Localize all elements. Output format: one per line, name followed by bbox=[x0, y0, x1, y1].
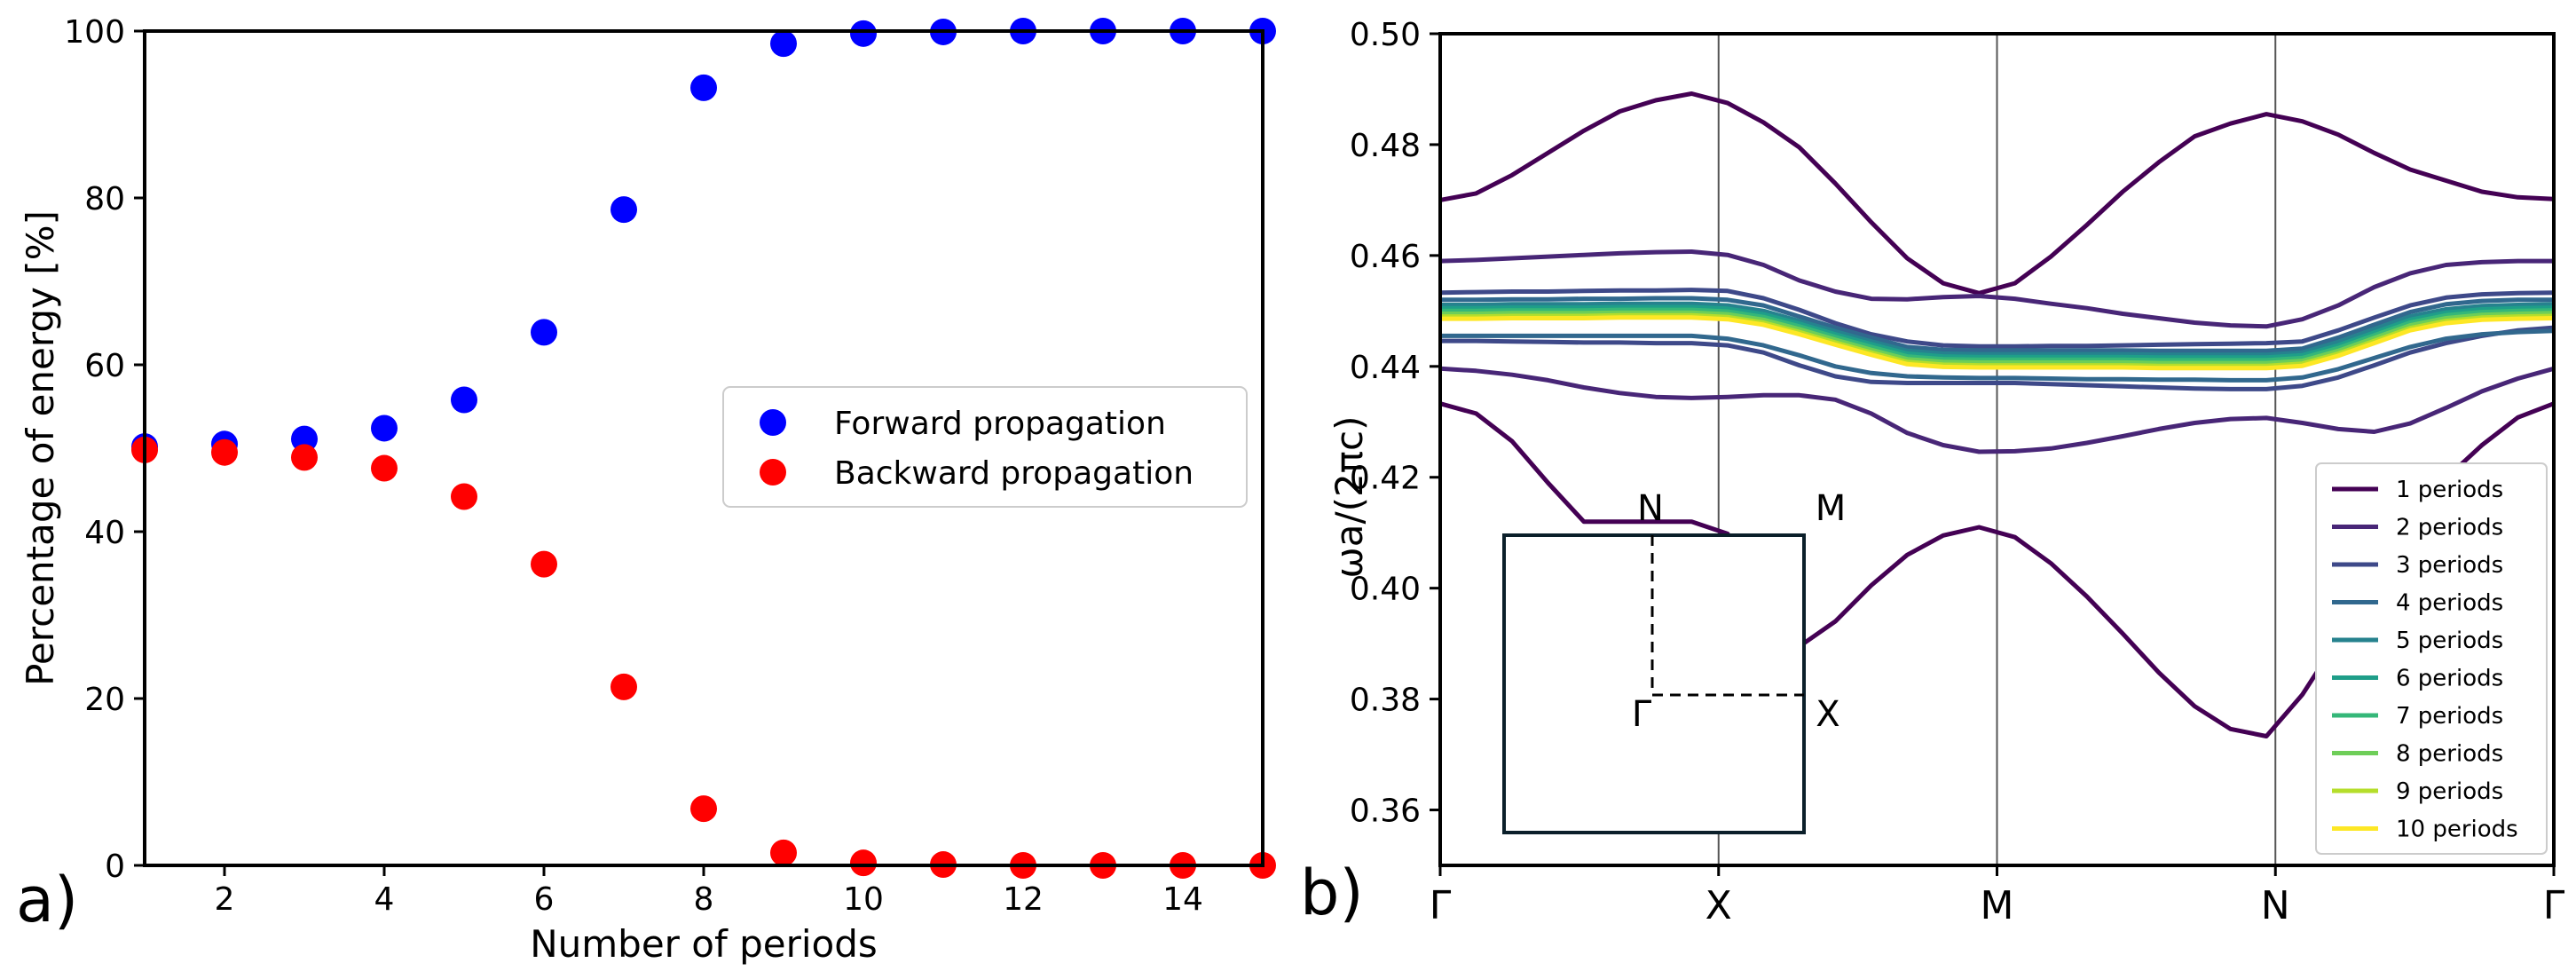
band-line bbox=[1439, 288, 2555, 349]
legend-label: 4 periods bbox=[2396, 590, 2503, 617]
x-tick-label: 2 bbox=[215, 881, 235, 918]
data-point bbox=[690, 74, 717, 101]
legend-label: 9 periods bbox=[2396, 778, 2503, 805]
panel-a-legend: Forward propagation Backward propagation bbox=[722, 386, 1248, 508]
band-line bbox=[1440, 301, 2555, 358]
y-tick-label: 80 bbox=[84, 181, 125, 217]
x-tick-label: N bbox=[2261, 883, 2290, 928]
data-point bbox=[770, 30, 797, 58]
panel-b-bands bbox=[1439, 91, 2555, 738]
y-tick-label: 0.38 bbox=[1350, 683, 1421, 719]
band-line bbox=[1439, 91, 2555, 296]
x-tick-label: Γ bbox=[1430, 883, 1452, 928]
y-tick-label: 100 bbox=[64, 14, 125, 51]
y-tick-label: 0.40 bbox=[1350, 572, 1421, 608]
data-point bbox=[850, 20, 877, 47]
data-point bbox=[850, 849, 877, 877]
band-line bbox=[1440, 310, 2555, 366]
legend-label: 6 periods bbox=[2396, 666, 2503, 692]
inset-square bbox=[1502, 533, 1806, 834]
y-tick-label: 20 bbox=[84, 682, 125, 718]
panel-a: 2 4 6 8 10 12 14 0 20 40 60 80 100 Number of periods… bbox=[16, 14, 1276, 966]
data-point bbox=[531, 319, 557, 346]
panel-b-legend-box bbox=[2315, 462, 2548, 855]
inset-label-gamma: Γ bbox=[1632, 694, 1652, 735]
data-point bbox=[291, 425, 318, 453]
y-tick-label: 0.46 bbox=[1350, 239, 1421, 275]
panel-b-label: b) bbox=[1300, 857, 1364, 929]
x-tick-label: 12 bbox=[1003, 881, 1044, 918]
legend-label: 10 periods bbox=[2396, 817, 2518, 843]
band-line bbox=[1440, 315, 2555, 371]
legend-marker bbox=[760, 409, 786, 436]
x-tick-label: 6 bbox=[534, 881, 555, 918]
data-point bbox=[211, 438, 238, 466]
x-tick-label: 14 bbox=[1162, 881, 1203, 918]
panel-b: 0.36 0.38 0.40 0.42 0.44 0.46 0.48 0.50 Γ X M N Γ ωa… bbox=[1300, 17, 2565, 929]
x-tick-label: M bbox=[1981, 883, 2014, 928]
band-line bbox=[1440, 304, 2555, 360]
legend-label: 5 periods bbox=[2396, 628, 2503, 654]
data-point bbox=[611, 196, 637, 224]
y-tick-label: 40 bbox=[84, 515, 125, 551]
data-point bbox=[611, 673, 637, 700]
band-line bbox=[1440, 328, 2555, 383]
panel-b-ticks: 0.36 0.38 0.40 0.42 0.44 0.46 0.48 0.50 Γ X M N Γ bbox=[1350, 17, 2565, 928]
data-point bbox=[451, 483, 477, 510]
panel-a-ylabel: Percentage of energy [%] bbox=[19, 210, 62, 686]
band-line bbox=[1439, 366, 2555, 454]
y-tick-label: 0 bbox=[105, 849, 125, 885]
y-tick-label: 0.48 bbox=[1350, 128, 1421, 164]
panel-a-frame bbox=[143, 29, 1264, 867]
y-tick-label: 0.50 bbox=[1350, 17, 1421, 53]
legend-label: 2 periods bbox=[2396, 515, 2503, 541]
legend-label: 7 periods bbox=[2396, 703, 2503, 730]
inset-label-n: N bbox=[1637, 488, 1664, 529]
data-point bbox=[291, 444, 318, 471]
band-line bbox=[1440, 325, 2555, 391]
band-line bbox=[1439, 249, 2554, 329]
band-line bbox=[1440, 307, 2555, 363]
y-tick-label: 60 bbox=[84, 348, 125, 384]
x-tick-label: X bbox=[1706, 883, 1732, 928]
data-point bbox=[371, 454, 398, 482]
panel-b-legend: 1 periods 2 periods 3 periods 4 periods 5 pe… bbox=[2315, 462, 2548, 855]
panel-b-frame bbox=[1438, 32, 2556, 867]
data-point bbox=[690, 795, 717, 823]
inset-label-m: M bbox=[1816, 488, 1847, 529]
y-tick-label: 0.36 bbox=[1350, 793, 1421, 830]
legend-label: Forward propagation bbox=[834, 406, 1166, 442]
x-tick-label: Γ bbox=[2543, 883, 2565, 928]
data-point bbox=[371, 414, 398, 442]
data-point bbox=[770, 839, 797, 866]
panel-a-xlabel: Number of periods bbox=[530, 922, 878, 966]
x-tick-label: 10 bbox=[843, 881, 884, 918]
panel-a-legend-box bbox=[722, 386, 1248, 508]
panel-a-ticks: 2 4 6 8 10 12 14 0 20 40 60 80 100 bbox=[64, 14, 1203, 918]
data-point bbox=[531, 550, 557, 578]
inset-label-x: X bbox=[1816, 694, 1839, 735]
legend-marker bbox=[760, 459, 786, 486]
x-tick-label: 8 bbox=[694, 881, 714, 918]
legend-label: Backward propagation bbox=[834, 455, 1193, 492]
y-tick-label: 0.42 bbox=[1350, 461, 1421, 497]
panel-a-points bbox=[131, 18, 1276, 879]
y-tick-label: 0.44 bbox=[1350, 350, 1421, 386]
brillouin-zone-inset: N M Γ X bbox=[1502, 488, 1847, 834]
band-line bbox=[1440, 296, 2554, 353]
x-tick-label: 4 bbox=[374, 881, 395, 918]
data-point bbox=[451, 386, 477, 414]
panel-a-label: a) bbox=[16, 864, 78, 936]
legend-label: 3 periods bbox=[2396, 552, 2503, 579]
legend-label: 8 periods bbox=[2396, 741, 2503, 768]
panel-b-ylabel: ωa/(2πc) bbox=[1327, 416, 1371, 579]
legend-label: 1 periods bbox=[2396, 477, 2503, 503]
